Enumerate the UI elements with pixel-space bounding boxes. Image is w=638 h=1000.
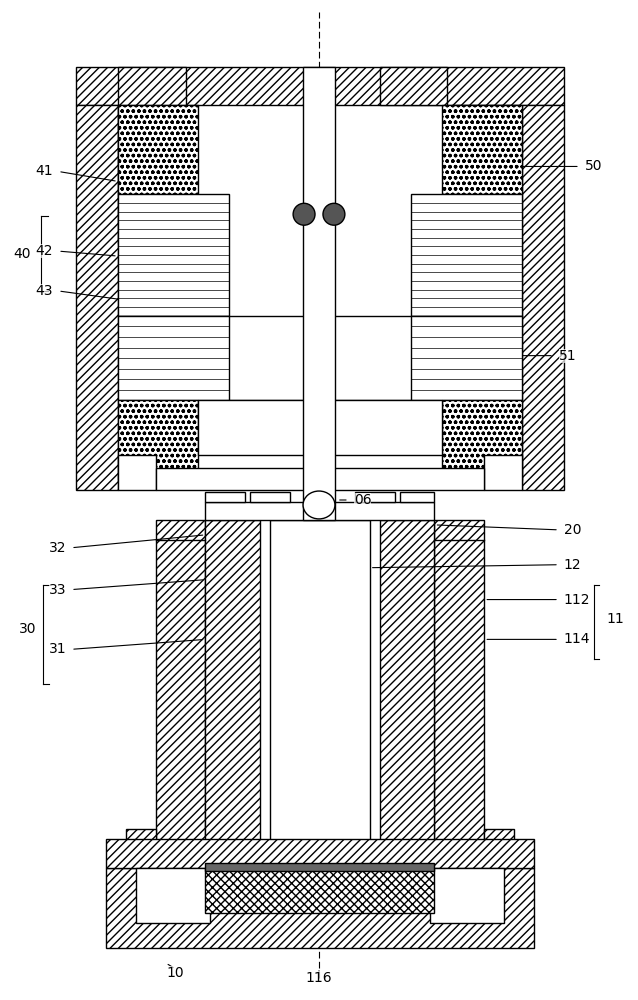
Bar xyxy=(484,455,522,490)
Text: 30: 30 xyxy=(19,622,36,636)
Bar xyxy=(452,105,520,244)
Text: 50: 50 xyxy=(585,159,602,173)
Bar xyxy=(522,105,564,490)
Bar xyxy=(118,105,186,244)
Bar xyxy=(443,400,522,480)
Bar xyxy=(118,105,198,194)
Text: 20: 20 xyxy=(564,523,581,537)
Bar xyxy=(76,105,118,490)
Bar xyxy=(380,67,447,105)
Bar xyxy=(250,492,290,502)
Ellipse shape xyxy=(303,491,335,519)
Bar xyxy=(156,468,310,490)
Bar xyxy=(205,492,246,502)
Bar xyxy=(205,520,260,848)
Bar xyxy=(331,400,443,455)
Bar xyxy=(126,829,156,848)
Bar xyxy=(205,502,434,520)
Text: 42: 42 xyxy=(36,244,53,258)
Bar xyxy=(76,67,564,105)
Bar xyxy=(156,520,205,540)
Bar xyxy=(118,400,198,480)
Bar xyxy=(205,863,434,871)
Bar xyxy=(399,492,434,502)
Bar xyxy=(118,316,230,400)
Bar xyxy=(136,868,211,923)
Bar xyxy=(118,194,230,316)
Bar xyxy=(434,520,484,848)
Text: 32: 32 xyxy=(48,541,66,555)
Text: 06: 06 xyxy=(354,493,371,507)
Text: 116: 116 xyxy=(306,971,332,985)
Text: 33: 33 xyxy=(48,583,66,597)
Bar xyxy=(411,316,522,400)
Bar xyxy=(271,520,370,848)
Text: 10: 10 xyxy=(167,966,184,980)
Bar xyxy=(429,868,504,923)
Bar xyxy=(330,468,484,490)
Bar xyxy=(118,67,186,105)
Bar xyxy=(156,520,205,848)
Circle shape xyxy=(293,203,315,225)
Text: 31: 31 xyxy=(48,642,66,656)
Text: 41: 41 xyxy=(36,164,53,178)
Text: 11: 11 xyxy=(607,612,625,626)
Text: 51: 51 xyxy=(559,349,577,363)
Bar xyxy=(205,868,434,913)
Bar xyxy=(411,194,522,316)
Text: 43: 43 xyxy=(36,284,53,298)
Bar xyxy=(106,839,534,868)
Bar xyxy=(303,67,335,520)
Bar xyxy=(355,492,395,502)
Bar xyxy=(106,868,534,948)
Text: 112: 112 xyxy=(564,593,590,607)
Text: 114: 114 xyxy=(564,632,590,646)
Bar xyxy=(443,105,522,194)
Bar xyxy=(380,520,434,848)
Text: 12: 12 xyxy=(564,558,582,572)
Text: 40: 40 xyxy=(14,247,31,261)
Bar xyxy=(118,455,156,490)
Circle shape xyxy=(323,203,345,225)
Bar xyxy=(484,829,514,848)
Bar xyxy=(198,400,309,455)
